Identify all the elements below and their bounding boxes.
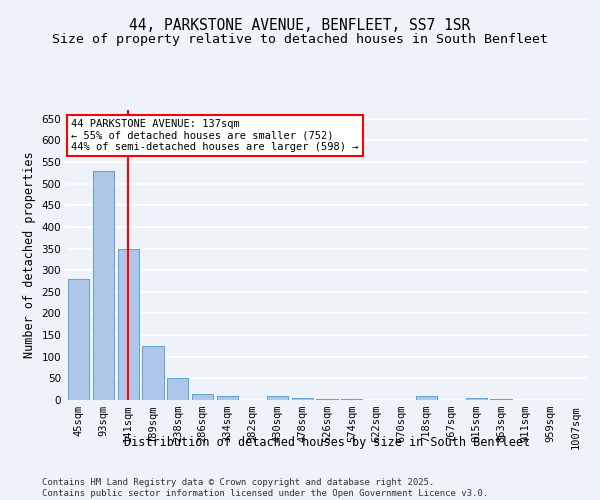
Bar bbox=[217, 396, 238, 400]
Bar bbox=[466, 398, 487, 400]
Bar bbox=[142, 346, 164, 400]
Text: 44 PARKSTONE AVENUE: 137sqm
← 55% of detached houses are smaller (752)
44% of se: 44 PARKSTONE AVENUE: 137sqm ← 55% of det… bbox=[71, 118, 359, 152]
Bar bbox=[292, 398, 313, 400]
Bar bbox=[316, 398, 338, 400]
Bar bbox=[416, 396, 437, 400]
Bar bbox=[68, 279, 89, 400]
Bar bbox=[192, 394, 213, 400]
Text: Contains HM Land Registry data © Crown copyright and database right 2025.
Contai: Contains HM Land Registry data © Crown c… bbox=[42, 478, 488, 498]
Bar bbox=[466, 398, 487, 400]
Bar bbox=[316, 398, 338, 400]
Bar bbox=[93, 170, 114, 400]
Text: Size of property relative to detached houses in South Benfleet: Size of property relative to detached ho… bbox=[52, 32, 548, 46]
Text: 44, PARKSTONE AVENUE, BENFLEET, SS7 1SR: 44, PARKSTONE AVENUE, BENFLEET, SS7 1SR bbox=[130, 18, 470, 32]
Bar bbox=[167, 378, 188, 400]
Bar bbox=[490, 398, 512, 400]
Bar bbox=[416, 396, 437, 400]
Bar bbox=[490, 398, 512, 400]
Bar bbox=[118, 248, 139, 400]
Y-axis label: Number of detached properties: Number of detached properties bbox=[23, 152, 36, 358]
Bar bbox=[341, 399, 362, 400]
Bar bbox=[68, 279, 89, 400]
Bar bbox=[142, 346, 164, 400]
Bar bbox=[341, 399, 362, 400]
Text: Distribution of detached houses by size in South Benfleet: Distribution of detached houses by size … bbox=[124, 436, 530, 449]
Bar bbox=[93, 170, 114, 400]
Bar bbox=[292, 398, 313, 400]
Bar bbox=[118, 248, 139, 400]
Bar bbox=[267, 396, 288, 400]
Bar bbox=[217, 396, 238, 400]
Bar bbox=[192, 394, 213, 400]
Bar bbox=[167, 378, 188, 400]
Bar bbox=[267, 396, 288, 400]
